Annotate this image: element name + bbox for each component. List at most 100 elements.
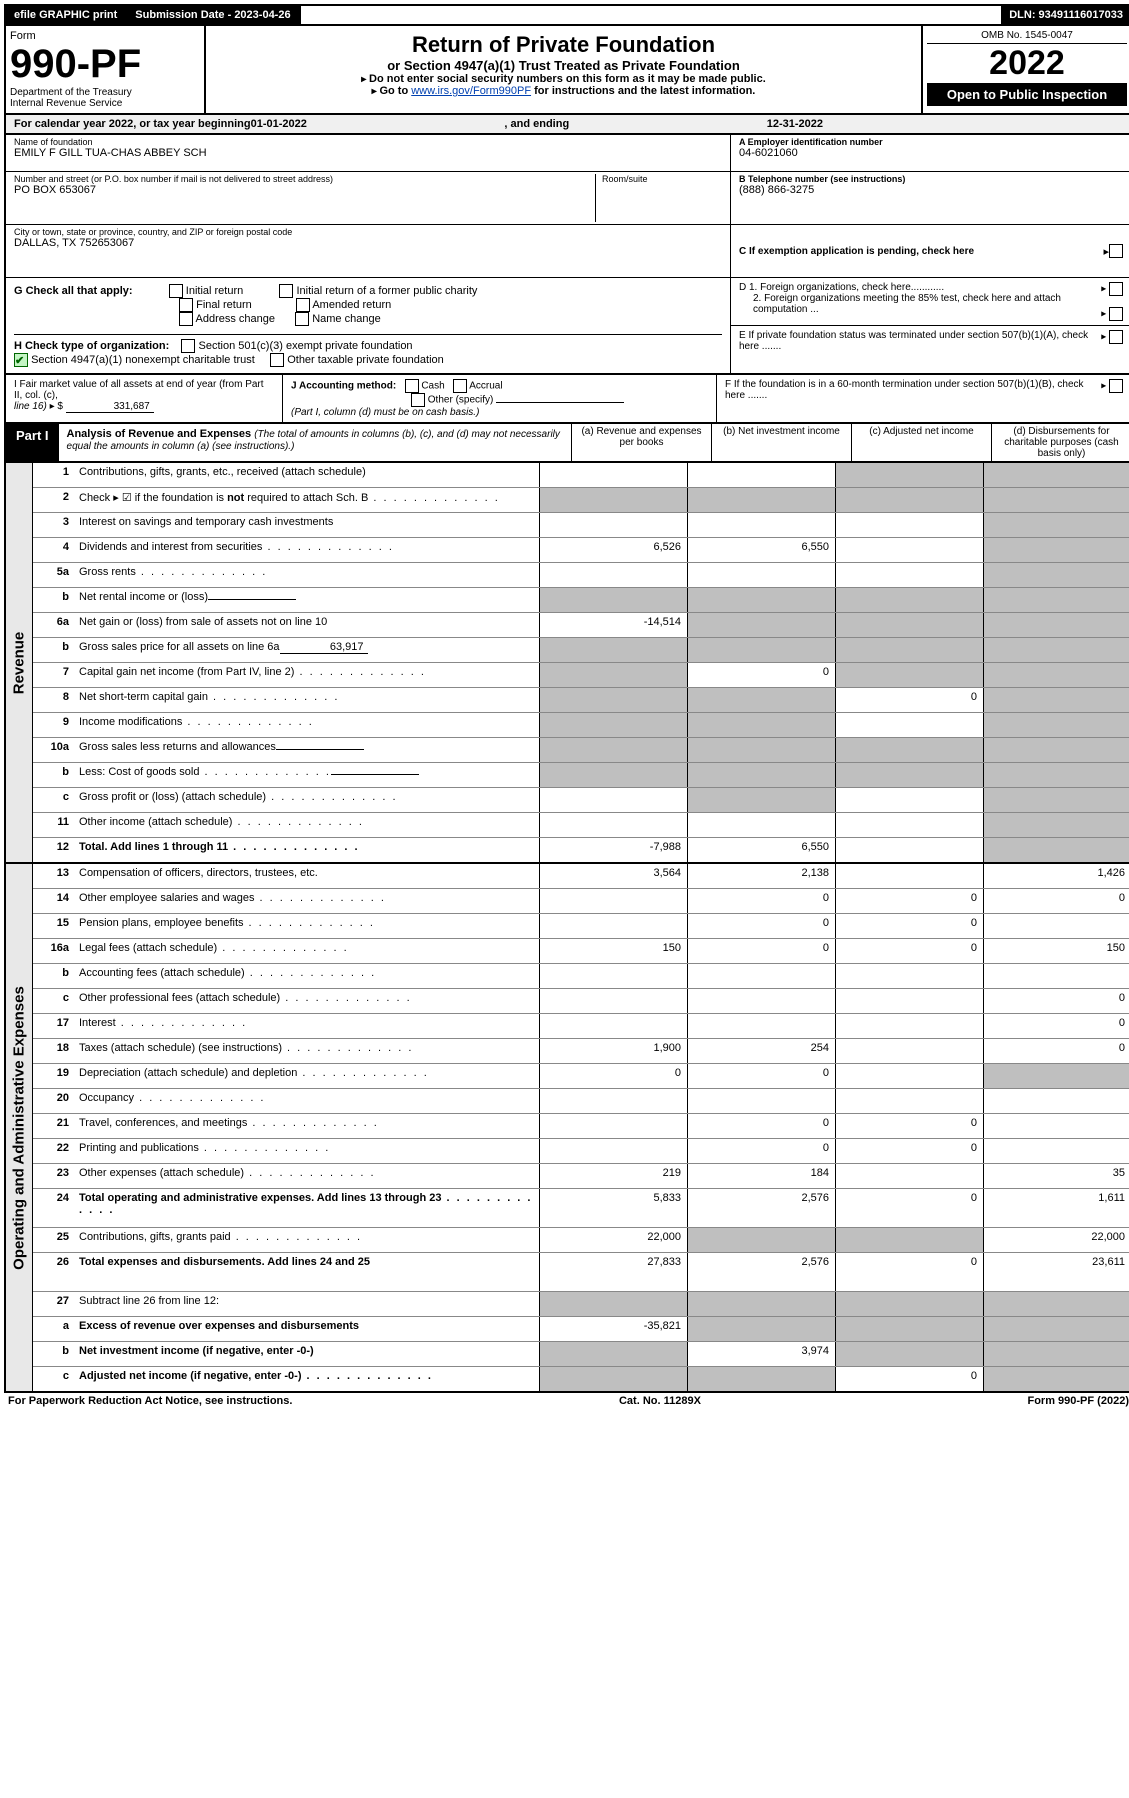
omb: OMB No. 1545-0047 <box>927 30 1127 44</box>
cell-a <box>539 488 687 512</box>
table-row: bNet rental income or (loss) <box>33 588 1129 613</box>
line-text: Depreciation (attach schedule) and deple… <box>75 1064 539 1088</box>
cell-a <box>539 1292 687 1316</box>
cell-d <box>983 1139 1129 1163</box>
cell-a: -7,988 <box>539 838 687 862</box>
table-row: 12Total. Add lines 1 through 11-7,9886,5… <box>33 838 1129 862</box>
form-link[interactable]: www.irs.gov/Form990PF <box>411 85 531 97</box>
cell-c <box>835 838 983 862</box>
j-cash-checkbox[interactable] <box>405 379 419 393</box>
cell-b <box>687 964 835 988</box>
cell-d <box>983 463 1129 487</box>
line-text: Adjusted net income (if negative, enter … <box>75 1367 539 1391</box>
line-text: Pension plans, employee benefits <box>75 914 539 938</box>
cell-a <box>539 1014 687 1038</box>
part1-header: Part I Analysis of Revenue and Expenses … <box>4 424 1129 463</box>
line-text: Other income (attach schedule) <box>75 813 539 837</box>
cell-a <box>539 638 687 662</box>
cell-b: 0 <box>687 889 835 913</box>
line-number: 24 <box>33 1189 75 1227</box>
line-text: Subtract line 26 from line 12: <box>75 1292 539 1316</box>
cell-c <box>835 1164 983 1188</box>
cell-c <box>835 463 983 487</box>
g-initial-former-checkbox[interactable] <box>279 284 293 298</box>
table-row: 2Check ▸ ☑ if the foundation is not requ… <box>33 488 1129 513</box>
d1-label: D 1. Foreign organizations, check here..… <box>739 282 1093 293</box>
line-number: 1 <box>33 463 75 487</box>
cell-c <box>835 964 983 988</box>
e-checkbox[interactable] <box>1109 330 1123 344</box>
h-other-checkbox[interactable] <box>270 353 284 367</box>
line-text: Gross profit or (loss) (attach schedule) <box>75 788 539 812</box>
line-text: Capital gain net income (from Part IV, l… <box>75 663 539 687</box>
inline-value <box>208 599 296 600</box>
cell-d <box>983 688 1129 712</box>
cell-b: 184 <box>687 1164 835 1188</box>
table-row: 10aGross sales less returns and allowanc… <box>33 738 1129 763</box>
cell-c <box>835 864 983 888</box>
cell-d <box>983 914 1129 938</box>
form-subtitle: or Section 4947(a)(1) Trust Treated as P… <box>212 58 915 73</box>
table-row: cOther professional fees (attach schedul… <box>33 989 1129 1014</box>
line-number: c <box>33 788 75 812</box>
j-other-checkbox[interactable] <box>411 393 425 407</box>
cell-d: 35 <box>983 1164 1129 1188</box>
g-amended-checkbox[interactable] <box>296 298 310 312</box>
h-501c3-checkbox[interactable] <box>181 339 195 353</box>
line-number: 15 <box>33 914 75 938</box>
table-row: 19Depreciation (attach schedule) and dep… <box>33 1064 1129 1089</box>
line-number: b <box>33 638 75 662</box>
h-4947-checkbox[interactable]: ✔ <box>14 353 28 367</box>
g-address-checkbox[interactable] <box>179 312 193 326</box>
cell-b: 0 <box>687 1139 835 1163</box>
cell-b: 2,576 <box>687 1189 835 1227</box>
d2-checkbox[interactable] <box>1109 307 1123 321</box>
line-text: Accounting fees (attach schedule) <box>75 964 539 988</box>
line-text: Total operating and administrative expen… <box>75 1189 539 1227</box>
cell-c <box>835 1064 983 1088</box>
line-number: 18 <box>33 1039 75 1063</box>
cell-c <box>835 813 983 837</box>
line-text: Net gain or (loss) from sale of assets n… <box>75 613 539 637</box>
ijf-row: I Fair market value of all assets at end… <box>4 375 1129 424</box>
cell-a <box>539 513 687 537</box>
f-checkbox[interactable] <box>1109 379 1123 393</box>
i-label: I Fair market value of all assets at end… <box>14 379 264 401</box>
cell-c <box>835 1014 983 1038</box>
d1-checkbox[interactable] <box>1109 282 1123 296</box>
g-final-checkbox[interactable] <box>179 298 193 312</box>
cell-c <box>835 638 983 662</box>
col-a-head: (a) Revenue and expenses per books <box>571 424 711 461</box>
dln: DLN: 93491116017033 <box>1001 6 1129 24</box>
j-accrual-checkbox[interactable] <box>453 379 467 393</box>
g-label: G Check all that apply: <box>14 285 133 297</box>
cell-c <box>835 613 983 637</box>
cell-d <box>983 588 1129 612</box>
cell-c <box>835 488 983 512</box>
line-text: Printing and publications <box>75 1139 539 1163</box>
table-row: 24Total operating and administrative exp… <box>33 1189 1129 1228</box>
line-text: Interest <box>75 1014 539 1038</box>
cell-a <box>539 889 687 913</box>
line-number: c <box>33 1367 75 1391</box>
form-word: Form <box>10 30 200 42</box>
table-row: 11Other income (attach schedule) <box>33 813 1129 838</box>
cell-a: 22,000 <box>539 1228 687 1252</box>
cell-d <box>983 1317 1129 1341</box>
c-checkbox[interactable] <box>1109 244 1123 258</box>
cell-c <box>835 1039 983 1063</box>
table-row: 3Interest on savings and temporary cash … <box>33 513 1129 538</box>
cell-b <box>687 788 835 812</box>
phone-value: (888) 866-3275 <box>739 184 1123 196</box>
g-name-checkbox[interactable] <box>295 312 309 326</box>
table-row: 13Compensation of officers, directors, t… <box>33 864 1129 889</box>
address: PO BOX 653067 <box>14 184 595 196</box>
f-label: F If the foundation is in a 60-month ter… <box>725 379 1093 418</box>
cell-a <box>539 463 687 487</box>
line-number: 20 <box>33 1089 75 1113</box>
g-initial-checkbox[interactable] <box>169 284 183 298</box>
cell-d <box>983 1064 1129 1088</box>
cell-b <box>687 1228 835 1252</box>
cell-a <box>539 713 687 737</box>
col-b-head: (b) Net investment income <box>711 424 851 461</box>
